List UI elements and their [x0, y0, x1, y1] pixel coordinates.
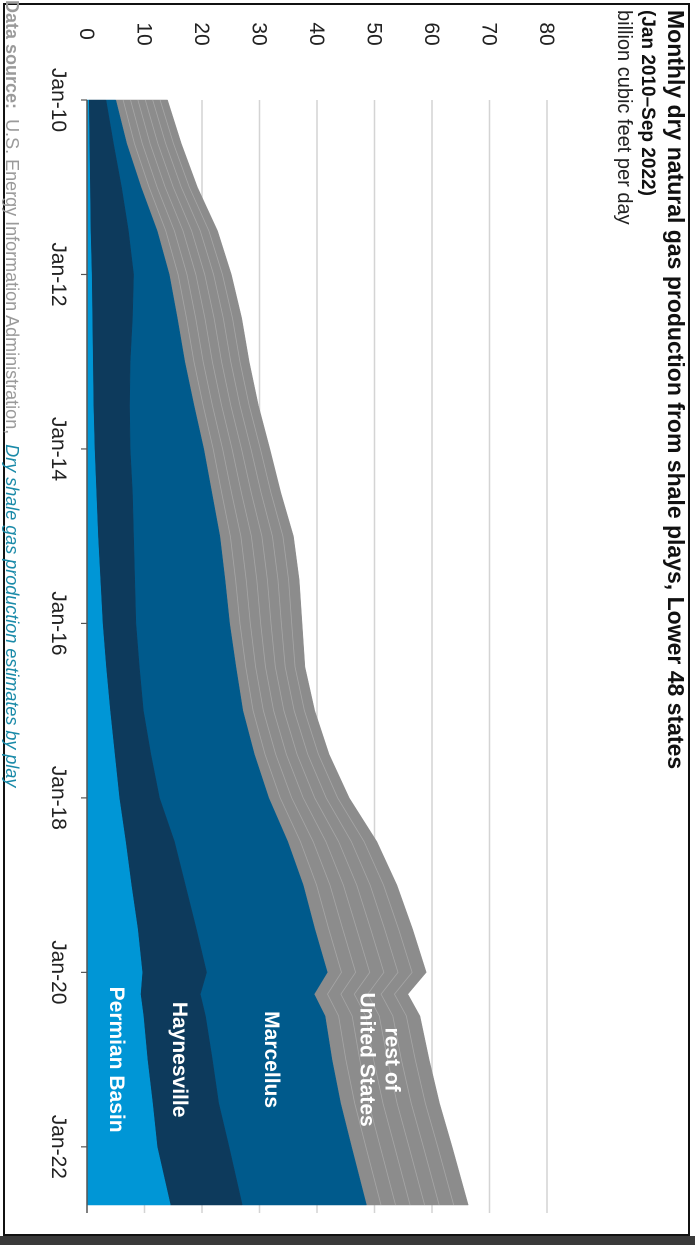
x-tick-Jan-10: Jan-10 [47, 68, 70, 132]
area-series [86, 99, 469, 1213]
chart-subtitle: (Jan 2010–Sep 2022) [637, 10, 658, 196]
series-label-haynesville: Haynesville [168, 1002, 191, 1118]
x-tick-Jan-12: Jan-12 [47, 242, 70, 306]
state-line-5 [152, 99, 440, 1206]
series-label-rest-of-united-states: rest ofUnited States [356, 993, 404, 1127]
x-tick-Jan-14: Jan-14 [47, 417, 70, 482]
source-link[interactable]: Dry shale gas production estimates by pl… [2, 444, 22, 788]
y-tick-30: 30 [248, 22, 271, 45]
y-tick-60: 60 [420, 22, 443, 45]
y-tick-70: 70 [478, 22, 501, 45]
y-tick-labels: 0 10 20 30 40 50 60 70 80 [75, 22, 558, 45]
page-border [3, 3, 690, 1236]
source-label: Data source: [2, 0, 22, 109]
state-line-1 [122, 99, 382, 1206]
source-line: Data source: U.S. Energy Information Adm… [2, 0, 22, 788]
rotated-chart-group: Monthly dry natural gas production from … [2, 0, 689, 1213]
x-tick-Jan-18: Jan-18 [47, 766, 70, 830]
y-tick-50: 50 [363, 22, 386, 45]
x-tick-labels: Jan-10 Jan-12 Jan-14 Jan-16 Jan-18 Jan-20 Jan-… [47, 68, 87, 1179]
source-text: U.S. Energy Information Administration, [2, 119, 22, 434]
y-tick-20: 20 [190, 22, 213, 45]
y-tick-0: 0 [75, 28, 98, 40]
series-label-line: United States [356, 993, 379, 1127]
y-tick-10: 10 [133, 22, 156, 45]
state-line-2 [130, 99, 396, 1206]
x-tick-Jan-22: Jan-22 [47, 1115, 70, 1179]
y-tick-80: 80 [535, 22, 558, 45]
state-line-6 [159, 99, 455, 1206]
series-label-marcellus: Marcellus [260, 1011, 283, 1108]
x-tick-Jan-20: Jan-20 [47, 940, 70, 1004]
series-label-line: rest of [381, 1028, 404, 1093]
series-label-line: Haynesville [168, 1002, 191, 1118]
series-labels: Permian Basin Haynesville Marcellus rest of… [105, 987, 403, 1133]
chart-title: Monthly dry natural gas production from … [663, 10, 689, 769]
series-label-line: Permian Basin [105, 987, 128, 1133]
state-line-4 [144, 99, 425, 1206]
bottom-bar [0, 1236, 695, 1245]
series-label-line: Marcellus [260, 1011, 283, 1108]
series-label-permian-basin: Permian Basin [105, 987, 128, 1133]
y-tick-40: 40 [305, 22, 328, 45]
units-label: billion cubic feet per day [613, 10, 635, 225]
x-tick-Jan-16: Jan-16 [47, 591, 70, 655]
state-line-3 [137, 99, 411, 1206]
